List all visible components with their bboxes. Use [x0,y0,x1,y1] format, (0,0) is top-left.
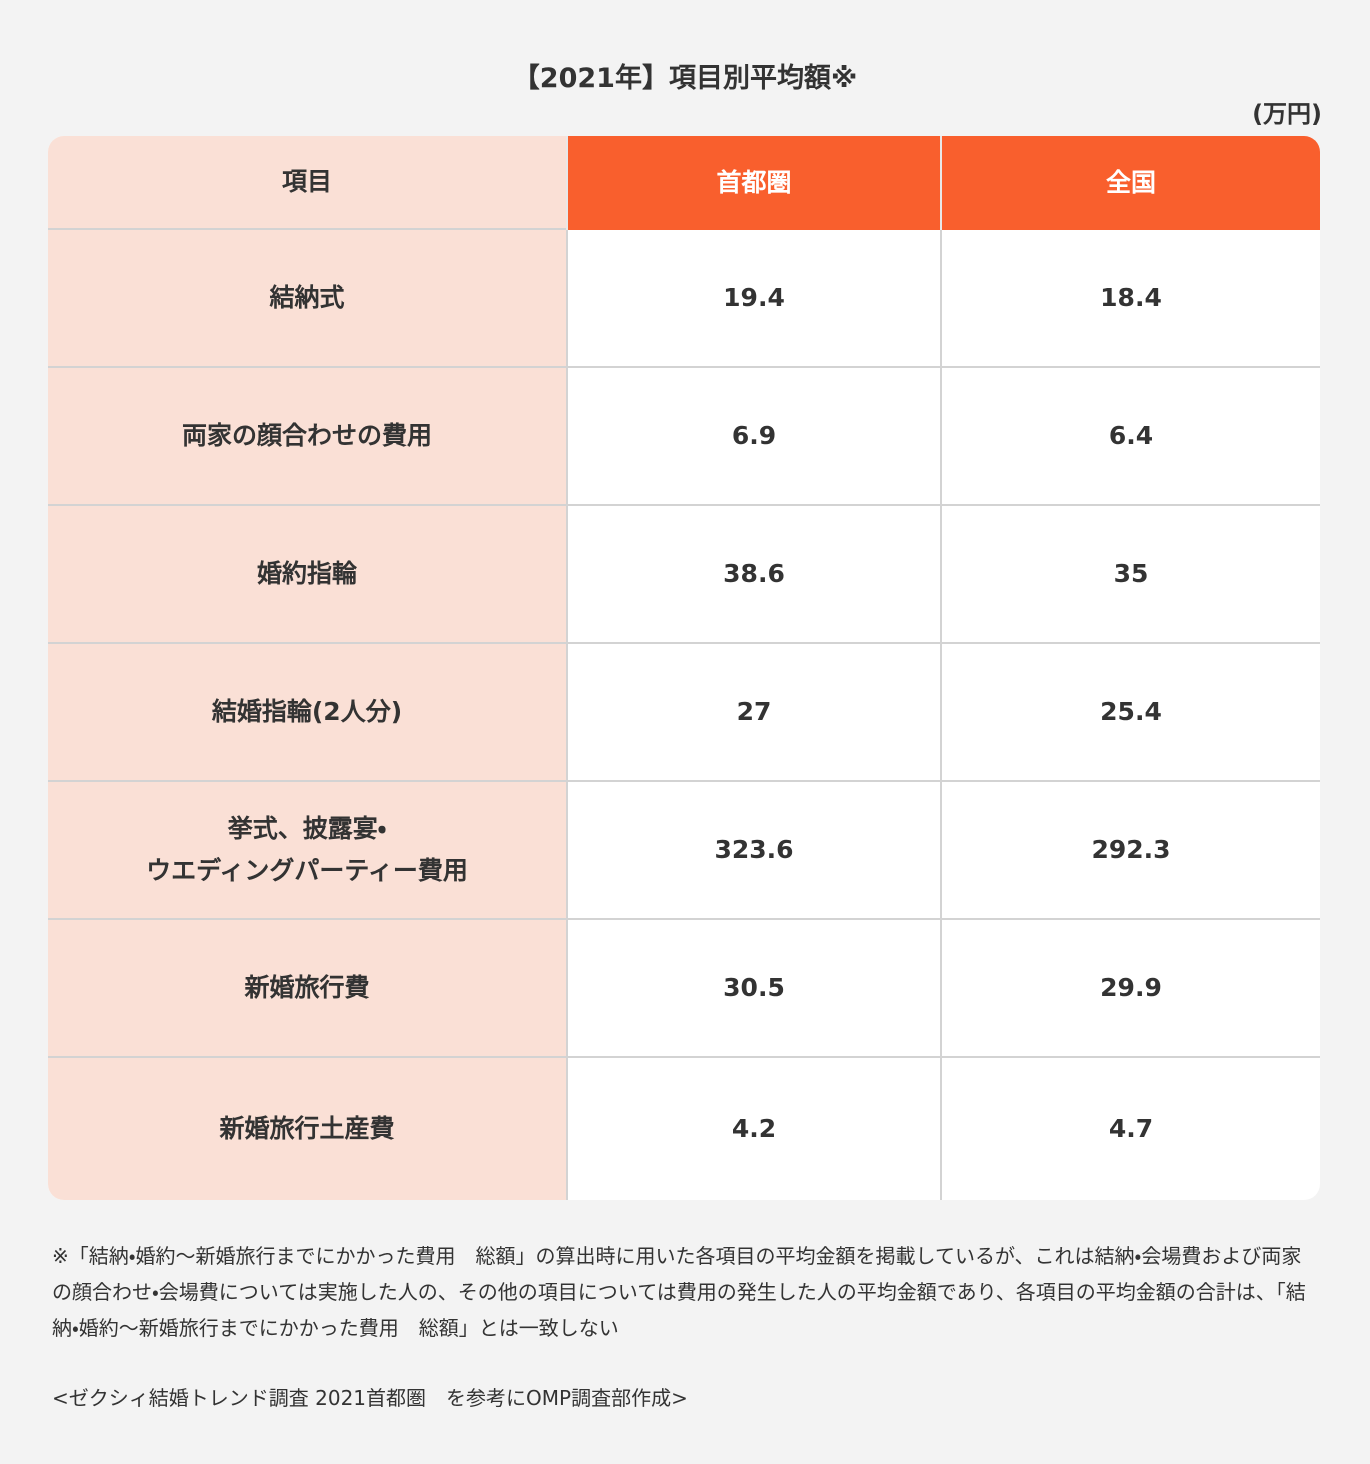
value-cell: 6.4 [940,368,1320,506]
value-cell: 35 [940,506,1320,644]
value-cell: 30.5 [566,920,940,1058]
row-label: 結婚指輪(2人分) [48,644,566,782]
footnote: ※「結納・婚約〜新婚旅行までにかかった費用 総額」の算出時に用いた各項目の平均金… [52,1244,1306,1340]
value-cell: 323.6 [566,782,940,920]
row-label: 挙式、披露宴・ ウエディングパーティー費用 [48,782,566,920]
row-label: 新婚旅行費 [48,920,566,1058]
column-header: 項目 [48,136,566,230]
value-cell: 6.9 [566,368,940,506]
row-label: 結納式 [48,230,566,368]
row-label: 新婚旅行土産費 [48,1058,566,1200]
value-cell: 4.7 [940,1058,1320,1200]
column-header: 全国 [940,136,1320,230]
value-cell: 18.4 [940,230,1320,368]
value-cell: 27 [566,644,940,782]
value-cell: 38.6 [566,506,940,644]
table: 項目 首都圏 全国結納式 19.4 18.4 両家の顔合わせの費用 6.9 6.4 婚約指輪 38… [48,136,1320,1200]
value-cell: 25.4 [940,644,1320,782]
value-cell: 29.9 [940,920,1320,1058]
value-cell: 4.2 [566,1058,940,1200]
value-cell: 19.4 [566,230,940,368]
source: <ゼクシィ結婚トレンド調査 2021首都圏 を参考にOMP調査部作成> [52,1386,688,1410]
value-cell: 292.3 [940,782,1320,920]
title: 【2021年】項目別平均額※ [512,63,858,94]
unit-label: (万円) [1252,100,1322,128]
column-header: 首都圏 [566,136,940,230]
row-label: 両家の顔合わせの費用 [48,368,566,506]
row-label: 婚約指輪 [48,506,566,644]
